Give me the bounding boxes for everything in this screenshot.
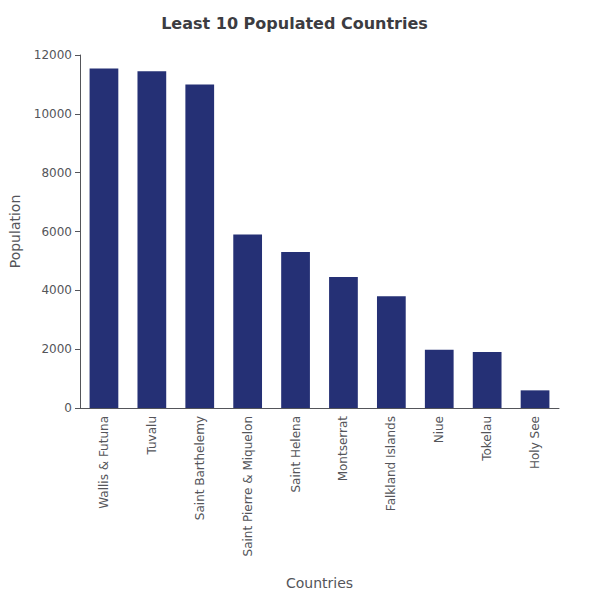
svg-text:12000: 12000 [34, 48, 72, 62]
svg-text:8000: 8000 [41, 166, 72, 180]
svg-text:Niue: Niue [432, 416, 446, 443]
svg-text:Least 10 Populated Countries: Least 10 Populated Countries [161, 14, 428, 33]
svg-text:Tokelau: Tokelau [480, 416, 494, 462]
svg-text:Saint Pierre & Miquelon: Saint Pierre & Miquelon [241, 416, 255, 556]
svg-text:Holy See: Holy See [528, 416, 542, 469]
svg-text:Wallis & Futuna: Wallis & Futuna [97, 416, 111, 509]
svg-text:Montserrat: Montserrat [336, 416, 350, 482]
svg-text:Saint Helena: Saint Helena [289, 416, 303, 493]
svg-text:10000: 10000 [34, 107, 72, 121]
svg-text:2000: 2000 [41, 342, 72, 356]
svg-text:Tuvalu: Tuvalu [145, 416, 159, 456]
svg-text:Falkland Islands: Falkland Islands [384, 416, 398, 511]
svg-text:4000: 4000 [41, 283, 72, 297]
svg-text:6000: 6000 [41, 225, 72, 239]
svg-text:0: 0 [64, 401, 72, 415]
svg-text:Countries: Countries [286, 575, 353, 591]
svg-text:Saint Barthelemy: Saint Barthelemy [193, 416, 207, 520]
svg-text:Population: Population [7, 195, 23, 269]
